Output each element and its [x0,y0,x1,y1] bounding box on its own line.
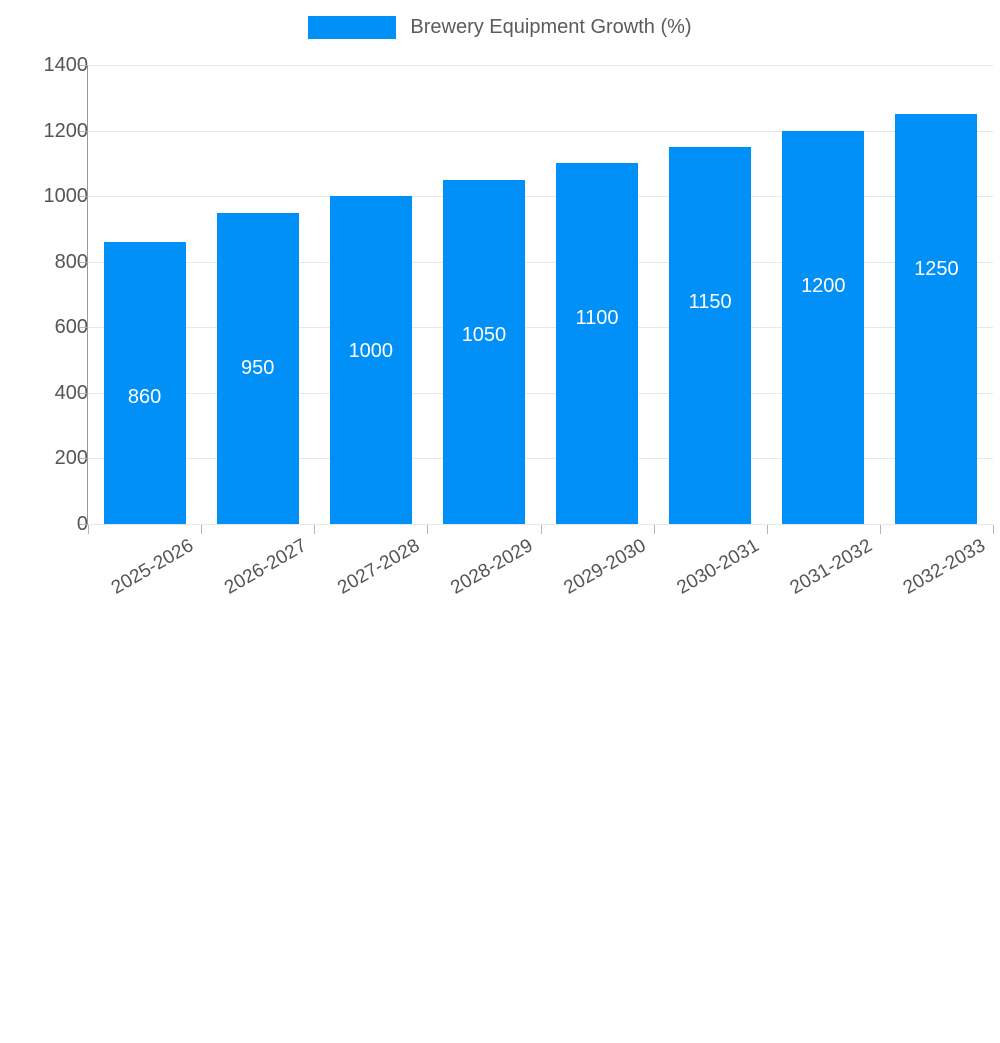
bar-value-label: 860 [127,386,162,409]
bar-value-label: 1200 [801,274,846,297]
y-axis-tick-label: 1400 [43,54,89,76]
gridline [88,65,993,66]
x-axis-tick-label: 2032-2033 [899,535,989,599]
x-axis-tick-mark [201,525,203,534]
y-axis-tick-mark [80,524,87,525]
x-axis-tick-mark [427,525,429,534]
bar[interactable]: 1000 [329,196,412,524]
y-axis-tick-label: 800 [54,250,88,273]
y-axis-tick-label: 400 [54,381,88,404]
bar[interactable]: 1250 [895,114,978,524]
legend-item-series-0[interactable]: Brewery Equipment Growth (%) [308,15,692,39]
x-axis-tick-mark [314,525,316,534]
x-axis-tick-mark [540,525,542,534]
legend-swatch-icon [308,15,397,39]
bar[interactable]: 1100 [556,163,639,524]
y-axis-tick-label: 200 [54,447,88,470]
x-axis-tick-mark [88,525,89,534]
bar-value-label: 1100 [575,307,619,330]
plot-area: 860 950 1000 1050 1100 1150 1200 1250 [88,65,993,525]
gridline [88,392,993,394]
bar[interactable]: 1050 [442,179,525,524]
bar-value-label: 1050 [461,323,507,346]
bar-value-label: 1250 [914,258,959,281]
x-axis-tick-mark [879,525,881,534]
x-axis-tick-mark [766,525,768,534]
y-axis-line [87,65,88,525]
bar-value-label: 1150 [688,290,732,313]
gridline [88,130,993,132]
x-axis-tick-mark [993,525,994,534]
y-axis-tick-label: 0 [76,513,88,535]
gridline [88,196,993,198]
x-axis-tick-label: 2031-2032 [786,535,876,599]
chart-legend: Brewery Equipment Growth (%) [0,8,1000,46]
gridline [88,327,993,329]
legend-label: Brewery Equipment Growth (%) [410,16,692,38]
y-axis-tick-mark [80,327,87,329]
bar-value-label: 1000 [348,340,394,363]
y-axis-tick-mark [80,130,87,132]
bar[interactable]: 860 [103,242,186,524]
y-axis-tick-label: 1000 [43,185,89,208]
bar[interactable]: 950 [216,212,299,524]
bar-chart: Brewery Equipment Growth (%) 1400 1200 100… [0,8,1000,599]
y-axis-tick-mark [80,458,87,460]
gridline [88,458,993,460]
x-axis-tick-label: 2029-2030 [560,535,650,599]
y-axis-tick-mark [80,65,87,66]
bar[interactable]: 1150 [669,146,752,524]
bar[interactable]: 1200 [782,130,865,524]
y-axis-tick-mark [80,392,87,394]
y-axis-tick-mark [80,196,87,198]
gridline [88,524,993,525]
y-axis-tick-mark [80,261,87,263]
y-axis-tick-label: 600 [54,316,88,339]
y-axis-tick-label: 1200 [43,119,89,142]
gridline [88,261,993,263]
bar-value-label: 950 [241,356,275,379]
x-axis-tick-mark [653,525,655,534]
